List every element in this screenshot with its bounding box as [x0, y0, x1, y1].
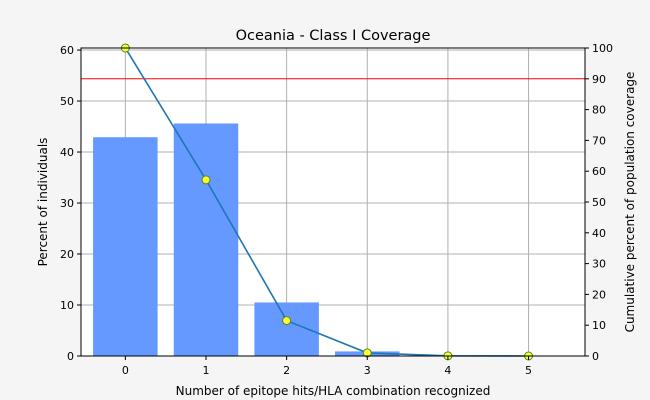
x-axis-label: Number of epitope hits/HLA combination r…	[176, 384, 491, 398]
left-y-axis-label: Percent of individuals	[36, 138, 50, 267]
x-tick-label: 1	[202, 364, 209, 377]
right-y-tick-label: 80	[592, 104, 606, 117]
x-tick-label: 3	[364, 364, 371, 377]
right-y-tick-label: 90	[592, 73, 606, 86]
right-y-axis-ticks: 0 10 20 30 40 50 60 70 80 90 100	[585, 42, 613, 363]
line-point	[282, 316, 292, 326]
line-point	[201, 175, 211, 185]
x-tick-label: 5	[525, 364, 532, 377]
right-y-tick-label: 30	[592, 258, 606, 271]
left-y-tick-label: 50	[60, 95, 74, 108]
right-y-tick-label: 40	[592, 227, 606, 240]
right-y-tick-label: 50	[592, 196, 606, 209]
x-tick-label: 0	[122, 364, 129, 377]
x-axis-ticks: 0 1 2 3 4 5	[122, 356, 532, 377]
left-y-tick-label: 10	[60, 299, 74, 312]
right-y-tick-label: 70	[592, 134, 606, 147]
right-y-tick-label: 10	[592, 319, 606, 332]
left-y-axis-ticks: 0 10 20 30 40 50 60	[60, 44, 81, 363]
right-y-tick-label: 60	[592, 165, 606, 178]
left-y-tick-label: 30	[60, 197, 74, 210]
right-y-tick-label: 0	[592, 350, 599, 363]
right-y-tick-label: 20	[592, 288, 606, 301]
right-y-axis-label: Cumulative percent of population coverag…	[623, 72, 637, 333]
x-tick-label: 4	[444, 364, 451, 377]
left-y-tick-label: 40	[60, 146, 74, 159]
bars	[93, 123, 481, 356]
left-y-tick-label: 60	[60, 44, 74, 57]
right-y-tick-label: 100	[592, 42, 613, 55]
x-tick-label: 2	[283, 364, 290, 377]
chart-title: Oceania - Class I Coverage	[236, 28, 431, 44]
bar	[173, 123, 239, 356]
left-y-tick-label: 0	[67, 350, 74, 363]
bar	[93, 137, 158, 356]
left-y-tick-label: 20	[60, 248, 74, 261]
